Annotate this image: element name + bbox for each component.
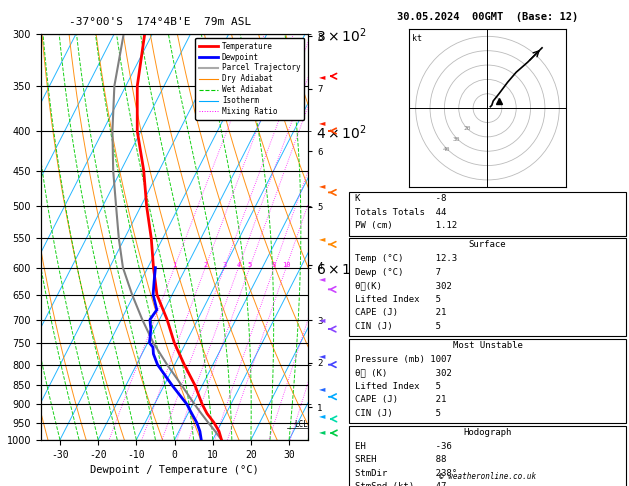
Text: StmDir         238°: StmDir 238° [355,469,457,478]
X-axis label: Dewpoint / Temperature (°C): Dewpoint / Temperature (°C) [90,465,259,475]
Text: Hodograph: Hodograph [464,428,511,437]
Text: 2: 2 [203,261,208,268]
Text: EH             -36: EH -36 [355,442,452,451]
Text: ◄: ◄ [320,384,326,394]
Text: 40: 40 [442,147,450,152]
Text: 30.05.2024  00GMT  (Base: 12): 30.05.2024 00GMT (Base: 12) [397,12,578,22]
Legend: Temperature, Dewpoint, Parcel Trajectory, Dry Adiabat, Wet Adiabat, Isotherm, Mi: Temperature, Dewpoint, Parcel Trajectory… [195,38,304,120]
Text: 1: 1 [172,261,176,268]
Text: 20: 20 [463,126,470,131]
Text: 10: 10 [282,261,291,268]
Text: CAPE (J)       21: CAPE (J) 21 [355,309,447,317]
Text: 5: 5 [247,261,252,268]
Text: CIN (J)        5: CIN (J) 5 [355,322,442,331]
Text: 8: 8 [272,261,276,268]
Text: Surface: Surface [469,241,506,249]
Text: kt: kt [411,34,421,43]
Text: Lifted Index   5: Lifted Index 5 [355,382,442,391]
Text: Pressure (mb) 1007: Pressure (mb) 1007 [355,355,452,364]
Text: 30: 30 [453,137,460,141]
Text: ◄: ◄ [320,427,326,436]
Text: θᴇ (K)         302: θᴇ (K) 302 [355,368,452,377]
Text: ◄: ◄ [320,234,326,243]
Text: ◄: ◄ [320,118,326,127]
Text: ◄: ◄ [320,411,326,420]
Text: 3: 3 [222,261,226,268]
Text: Dewp (°C)      7: Dewp (°C) 7 [355,268,442,277]
Text: LCL: LCL [294,420,308,429]
Text: 4: 4 [237,261,240,268]
Text: CIN (J)        5: CIN (J) 5 [355,409,442,418]
Text: Temp (°C)      12.3: Temp (°C) 12.3 [355,254,457,263]
Text: -37°00'S  174°4B'E  79m ASL: -37°00'S 174°4B'E 79m ASL [69,17,252,27]
Text: Totals Totals  44: Totals Totals 44 [355,208,447,217]
Text: K              -8: K -8 [355,194,447,203]
Text: ◄: ◄ [320,351,326,361]
Text: Lifted Index   5: Lifted Index 5 [355,295,442,304]
Text: CAPE (J)       21: CAPE (J) 21 [355,396,447,404]
Text: StmSpd (kt)    47: StmSpd (kt) 47 [355,483,447,486]
Text: PW (cm)        1.12: PW (cm) 1.12 [355,222,457,230]
Text: θᴇ(K)          302: θᴇ(K) 302 [355,281,452,290]
Text: ◄: ◄ [320,72,326,81]
Y-axis label: km
ASL: km ASL [379,227,394,246]
Text: ◄: ◄ [320,181,326,190]
Text: ◄: ◄ [320,274,326,283]
Y-axis label: hPa: hPa [0,227,1,247]
Text: © weatheronline.co.uk: © weatheronline.co.uk [439,472,536,481]
Text: SREH           88: SREH 88 [355,455,447,464]
Text: ◄: ◄ [320,315,326,324]
Text: Most Unstable: Most Unstable [452,341,523,350]
